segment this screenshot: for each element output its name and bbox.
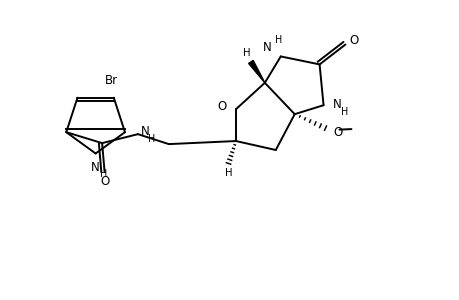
Text: H: H [224,168,232,178]
Text: O: O [217,100,226,113]
Text: O: O [349,34,358,47]
Text: H: H [243,48,250,58]
Text: H: H [148,134,155,144]
Text: O: O [332,126,341,139]
Text: Br: Br [105,74,118,87]
Text: N: N [332,98,341,111]
Polygon shape [248,60,264,83]
Text: H: H [274,34,281,44]
Text: H: H [100,169,107,179]
Text: H: H [341,107,348,117]
Text: N: N [263,41,271,54]
Text: N: N [91,161,100,174]
Text: N: N [140,125,149,138]
Text: O: O [100,176,109,188]
